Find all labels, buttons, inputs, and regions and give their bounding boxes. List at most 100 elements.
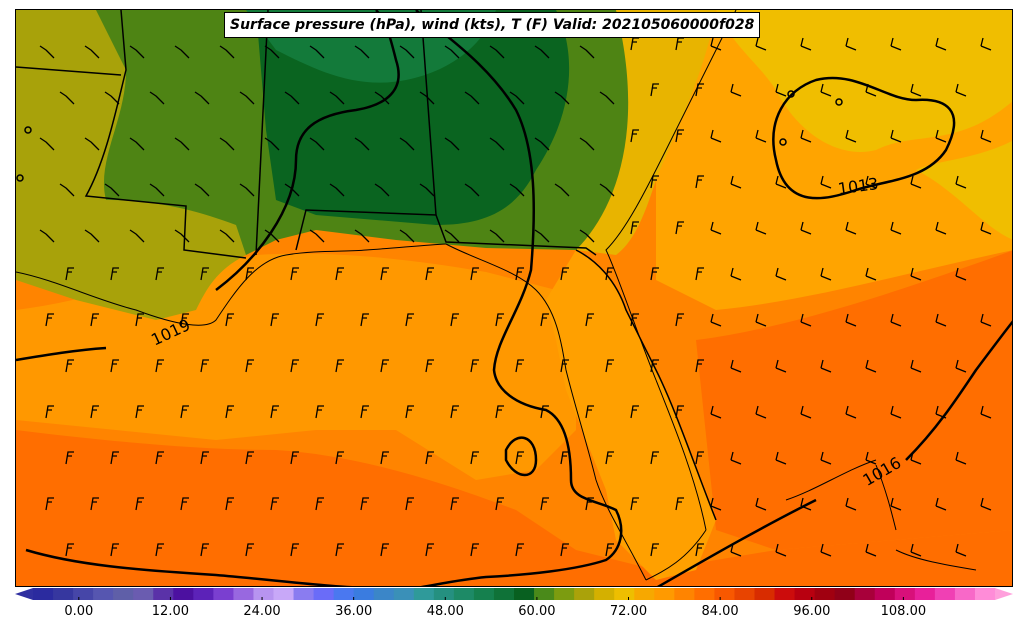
colorbar-cell [133, 588, 154, 600]
wind-barb [425, 543, 434, 557]
wind-barb [135, 405, 144, 419]
colorbar-tick-label: 36.00 [335, 604, 373, 619]
wind-barb [129, 45, 145, 59]
wind-barb [39, 229, 55, 243]
colorbar-cell [273, 588, 295, 600]
wind-barb [820, 175, 832, 189]
colorbar-cell [574, 588, 595, 600]
wind-barb [284, 91, 300, 105]
wind-barb [820, 451, 832, 465]
wind-barb [820, 543, 832, 557]
colorbar-cell [974, 588, 996, 600]
wind-barb [470, 451, 479, 465]
colorbar-cell [754, 588, 776, 600]
wind-barb [865, 83, 877, 97]
wind-barb [45, 497, 54, 511]
colorbar-tick-label: 60.00 [518, 604, 556, 619]
wind-barb [630, 313, 639, 327]
wind-barb [630, 497, 639, 511]
wind-barb [180, 497, 189, 511]
wind-barb [675, 221, 684, 235]
wind-barb [464, 91, 480, 105]
wind-barb [329, 91, 345, 105]
wind-barbs [39, 37, 992, 557]
map-title: Surface pressure (hPa), wind (kts), T (F… [224, 12, 761, 38]
colorbar-cell [874, 588, 896, 600]
wind-barb [360, 313, 369, 327]
wind-barb [270, 405, 279, 419]
wind-barb [890, 497, 902, 511]
wind-barb [890, 129, 902, 143]
colorbar-cell [453, 588, 475, 600]
wind-barb [605, 359, 614, 373]
wind-barb [980, 497, 992, 511]
wind-barb [84, 137, 100, 151]
wind-barb [675, 313, 684, 327]
wind-barb [90, 405, 99, 419]
wind-barb [200, 543, 209, 557]
wind-barb [399, 229, 415, 243]
wind-barb [540, 313, 549, 327]
wind-barb [540, 497, 549, 511]
colorbar-tick-label: 12.00 [151, 604, 189, 619]
wind-barb [730, 451, 742, 465]
wind-barb [865, 543, 877, 557]
wind-barb [675, 37, 684, 51]
wind-barb [65, 359, 74, 373]
colorbar-cell [514, 588, 535, 600]
wind-barb [579, 229, 595, 243]
wind-barb [775, 267, 787, 281]
wind-barb [605, 543, 614, 557]
wind-barb [980, 129, 992, 143]
wind-barb [534, 137, 550, 151]
wind-barb [675, 405, 684, 419]
colorbar-cell [313, 588, 335, 600]
wind-barb [315, 497, 324, 511]
wind-barb [509, 91, 525, 105]
colorbar-cell [774, 588, 796, 600]
wind-barb [955, 451, 967, 465]
wind-barb [935, 405, 947, 419]
wind-barb [935, 221, 947, 235]
colorbar-cell [914, 588, 936, 600]
wind-barb [910, 451, 922, 465]
wind-barb [399, 137, 415, 151]
colorbar-cell [694, 588, 715, 600]
wind-barb [65, 451, 74, 465]
colorbar-cell [714, 588, 735, 600]
wind-barb [955, 175, 967, 189]
state-borders [16, 10, 717, 521]
wind-barb [515, 451, 524, 465]
colorbar-cell [854, 588, 876, 600]
wind-barb [245, 451, 254, 465]
colorbar-cell [173, 588, 194, 600]
wind-barb [800, 405, 812, 419]
wind-barb [444, 45, 460, 59]
colorbar-cell [293, 588, 315, 600]
wind-barb [464, 183, 480, 197]
wind-barb [650, 451, 659, 465]
southern-warm-band [16, 430, 1012, 586]
wind-barb [405, 313, 414, 327]
wind-barb [695, 543, 704, 557]
colorbar-tick-label: 72.00 [609, 604, 648, 619]
colorbar-cell [93, 588, 114, 600]
colorbar-cell [594, 588, 615, 600]
wind-barb [755, 313, 767, 327]
wind-barb [425, 267, 434, 281]
wind-barb [845, 313, 857, 327]
wind-barb [290, 267, 299, 281]
wind-barb [630, 129, 639, 143]
wind-barb [444, 229, 460, 243]
wind-barb [489, 229, 505, 243]
wind-barb [90, 313, 99, 327]
wind-barb [405, 405, 414, 419]
wind-barb [695, 359, 704, 373]
wind-barb [84, 229, 100, 243]
wind-barb [155, 543, 164, 557]
colorbar-tick-label: 96.00 [793, 604, 831, 619]
wind-barb [560, 543, 569, 557]
wind-barb [755, 497, 767, 511]
wind-barb [865, 175, 877, 189]
wind-barb [515, 359, 524, 373]
